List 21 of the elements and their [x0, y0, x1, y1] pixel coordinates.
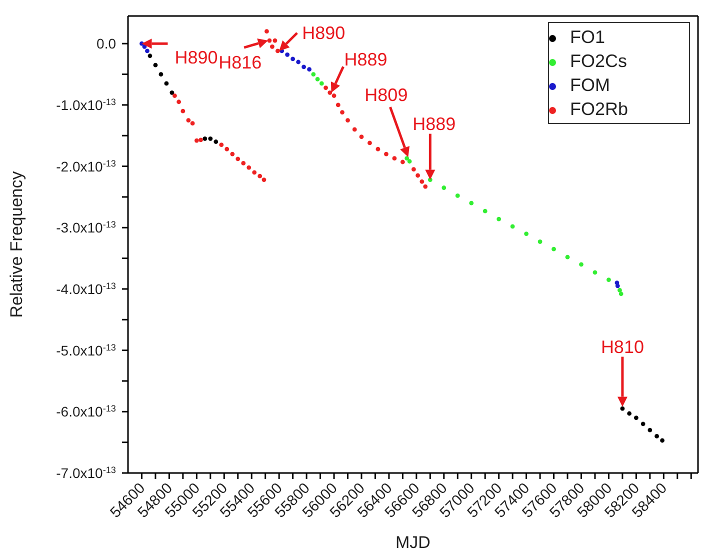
annotation: H890: [302, 22, 346, 43]
annotation: H809: [364, 85, 408, 106]
y-axis-title: Relative Frequency: [7, 170, 26, 318]
annotation: H810: [600, 336, 644, 357]
legend-label: FOM: [570, 75, 610, 95]
legend-label: FO2Rb: [570, 99, 628, 119]
annotation: H889: [412, 114, 456, 134]
y-tick-label: 0.0: [96, 36, 116, 52]
annotation: H889: [344, 50, 388, 70]
y-tick-label: -4.0x10$^{-13}$: [56, 280, 116, 297]
y-tick-label: -7.0x10$^{-13}$: [56, 465, 116, 481]
y-tick-label: -1.0x10$^{-13}$: [56, 96, 116, 113]
legend-label: FO2Cs: [570, 51, 628, 71]
legend-label: FO1: [570, 27, 606, 47]
y-tick-label: -3.0x10$^{-13}$: [56, 220, 116, 236]
y-tick-label: -5.0x10$^{-13}$: [56, 342, 116, 358]
x-axis-title: MJD: [396, 533, 430, 552]
annotation: H890: [174, 48, 218, 68]
y-tick-label: -6.0x10$^{-13}$: [56, 404, 116, 420]
y-tick-label: -2.0x10$^{-13}$: [56, 158, 116, 174]
annotation: H816: [218, 52, 262, 73]
